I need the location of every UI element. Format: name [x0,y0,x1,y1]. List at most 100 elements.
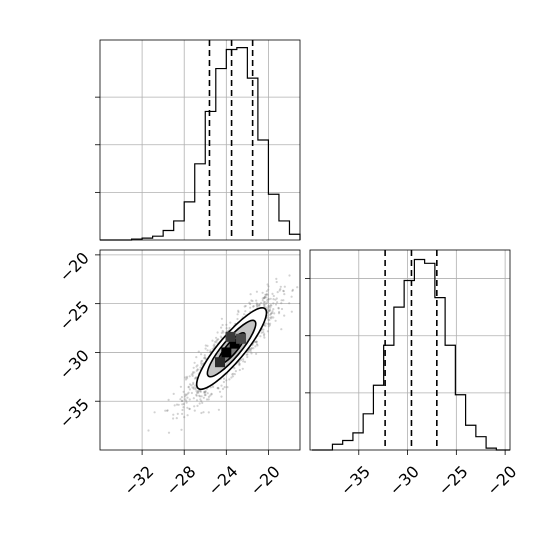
joint-scatter-point [195,394,198,397]
joint-scatter-point [203,390,206,393]
joint-scatter-point [249,302,252,306]
joint-scatter-point [193,361,196,364]
joint-scatter-point [179,385,182,388]
marginal-x-histogram [100,47,301,241]
joint-scatter-point [246,353,249,356]
joint-scatter-point [204,357,207,360]
joint-scatter-point [220,384,223,387]
joint-scatter-point [244,310,247,313]
joint-scatter-point [255,341,258,344]
joint-scatter-point [266,299,269,302]
joint-scatter-point [234,370,237,373]
joint-scatter-point [203,392,206,395]
joint-scatter-point [270,315,273,318]
joint-xtick-label-0: −32 [120,462,157,499]
joint-scatter-point [262,296,265,299]
joint-scatter-point [263,295,266,298]
joint-scatter-point [236,313,239,316]
joint-scatter-point [239,358,243,362]
joint-scatter-point [248,301,251,304]
joint-scatter-point [255,340,258,343]
joint-scatter-point [220,326,223,329]
joint-scatter-point [202,396,205,399]
joint-scatter-point [195,390,198,393]
joint-scatter-point [192,386,195,389]
joint-scatter-point [267,306,270,309]
joint-scatter-point [187,385,190,388]
joint-scatter-point [213,343,216,346]
joint-scatter-point [257,304,261,307]
joint-scatter-point [181,412,184,415]
joint-scatter-point [185,399,188,402]
joint-scatter-point [267,318,270,321]
joint-scatter-point [197,389,200,392]
joint-scatter-point [251,299,254,303]
joint-panel: −32 −28 −24 −20 −20−25−30−35 [56,248,301,499]
joint-scatter-point [267,322,270,326]
joint-scatter-point [243,305,246,308]
joint-xtick-label-2: −24 [204,462,241,499]
joint-scatter-point [278,289,281,292]
joint-scatter-point [221,387,225,390]
joint-scatter-point [241,367,244,370]
joint-scatter-point [248,348,251,351]
joint-ytick-label-0: −20 [56,248,93,285]
joint-scatter-point [181,403,184,406]
joint-scatter-point [181,399,184,402]
joint-scatter-point [221,323,224,327]
joint-scatter-point [192,397,195,400]
joint-density-cell-0 [221,347,232,358]
joint-scatter-point [215,336,218,339]
joint-scatter-point [270,304,273,307]
joint-scatter-point [249,306,252,309]
joint-scatter-point [223,386,226,389]
joint-scatter-point [203,394,206,397]
joint-scatter-point [272,302,275,305]
joint-scatter-point [181,408,184,412]
marginal-x-panel [95,39,301,241]
joint-scatter-point [173,404,176,407]
joint-scatter-point [267,298,270,301]
joint-scatter-point [226,386,229,389]
joint-scatter-point [182,390,185,393]
joint-scatter-point [273,312,276,315]
joint-scatter-point [166,409,169,412]
joint-scatter-point [193,377,197,380]
joint-scatter-point [200,353,203,356]
joint-scatter-point [199,398,202,401]
joint-scatter-point [231,373,234,376]
joint-scatter-point [200,360,203,363]
joint-scatter-point [263,303,266,306]
joint-scatter-point [176,412,179,415]
joint-scatter-point [263,305,266,308]
joint-scatter-point [268,308,271,311]
joint-scatter-point [214,340,217,343]
joint-scatter-point [218,390,222,393]
joint-scatter-point [243,313,246,316]
joint-scatter-point [220,317,223,320]
joint-scatter-point [256,305,259,309]
joint-scatter-point [193,371,196,374]
joint-scatter-point [280,299,283,302]
joint-scatter-point [211,339,214,342]
joint-grid [100,250,300,450]
joint-scatter-point [180,428,183,431]
joint-density-cell-3 [215,357,225,368]
joint-scatter-point [217,387,220,390]
joint-scatter-point [191,372,194,375]
joint-scatter-point [197,350,200,353]
marginal-y-xtick-label-3: −20 [483,462,520,499]
joint-scatter-point [207,395,210,398]
joint-scatter-point [190,391,193,395]
joint-scatter-point [228,326,231,330]
joint-scatter-point [254,345,257,348]
joint-scatter-point [215,341,218,344]
joint-scatter-point [204,357,207,360]
joint-scatter-point [206,349,209,352]
joint-scatter-point [242,358,245,361]
joint-scatter-point [263,333,266,336]
joint-scatter-point [250,347,253,350]
joint-scatter-point [188,388,191,391]
joint-scatter-point [203,391,206,394]
joint-scatter-point [195,399,199,402]
